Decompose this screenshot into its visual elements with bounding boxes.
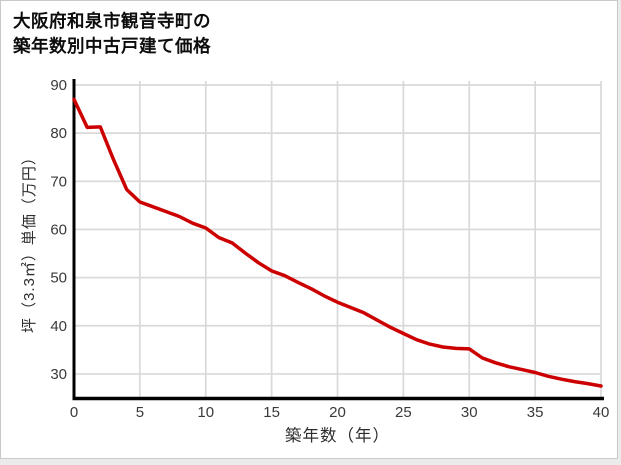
chart-title-line2: 築年数別中古戸建て価格	[13, 36, 211, 56]
x-tick-label: 40	[593, 404, 610, 421]
x-tick-label: 20	[329, 404, 346, 421]
x-tick-label: 5	[136, 404, 144, 421]
y-tick-label: 90	[50, 77, 67, 94]
price-line-series	[72, 97, 603, 388]
x-tick-label: 10	[197, 404, 214, 421]
y-tick-label: 60	[50, 221, 67, 238]
x-tick-label: 0	[70, 404, 78, 421]
x-tick-label: 15	[263, 404, 280, 421]
y-tick-label: 80	[50, 125, 67, 142]
y-tick-label: 30	[50, 366, 67, 383]
chart-title-line1: 大阪府和泉市観音寺町の	[13, 11, 211, 31]
y-tick-label: 50	[50, 270, 67, 287]
x-tick-label: 30	[461, 404, 478, 421]
chart-title: 大阪府和泉市観音寺町の 築年数別中古戸建て価格	[13, 9, 211, 59]
x-tick-label: 25	[395, 404, 412, 421]
y-tick-label: 40	[50, 318, 67, 335]
x-axis-title: 築年数（年）	[285, 427, 390, 445]
y-tick-label: 70	[50, 173, 67, 190]
x-tick-label: 35	[527, 404, 544, 421]
